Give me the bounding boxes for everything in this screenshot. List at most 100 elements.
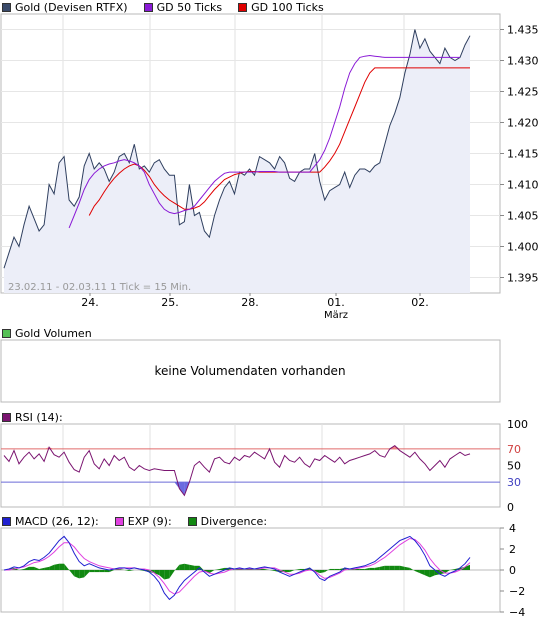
macd-ytick-label: −2 xyxy=(509,585,525,598)
macd-ytick-label: 4 xyxy=(509,522,516,535)
divergence-bar xyxy=(264,568,270,570)
rsi-plot-frame xyxy=(0,423,501,508)
rsi-ytick-label: 50 xyxy=(507,460,521,473)
legend-item-divergence: Divergence: xyxy=(187,514,268,528)
divergence-bar xyxy=(29,566,35,570)
main-info-text: 23.02.11 - 02.03.11 1 Tick = 15 Min. xyxy=(8,282,191,293)
divergence-bar xyxy=(419,570,425,576)
divergence-bar xyxy=(159,570,165,580)
divergence-bar xyxy=(84,570,90,578)
gd50-line xyxy=(68,54,460,229)
main-xtick-label: 02. xyxy=(411,296,429,309)
macd-ytick-label: −4 xyxy=(509,606,525,618)
legend-item-gd100: GD 100 Ticks xyxy=(238,1,324,14)
divergence-bar xyxy=(289,570,295,573)
main-xtick-sublabel: März xyxy=(324,310,348,321)
rsi-ytick-label: 0 xyxy=(507,501,514,514)
divergence-bar xyxy=(124,570,130,572)
rsi-overbought-fill xyxy=(44,447,50,449)
divergence-bar xyxy=(54,563,60,570)
divergence-bar xyxy=(49,564,55,570)
divergence-bar xyxy=(269,570,275,572)
macd-ytick-label: 2 xyxy=(509,543,516,556)
volume-legend: Gold Volumen xyxy=(2,326,92,340)
legend-swatch-volume xyxy=(2,328,11,338)
legend-swatch-rsi xyxy=(2,412,11,422)
main-ytick-label: 1.405 xyxy=(507,210,539,223)
divergence-bar xyxy=(414,570,420,574)
main-xtick-label: 28. xyxy=(241,296,259,309)
divergence-bar xyxy=(214,568,220,570)
legend-label-price: Gold (Devisen RTFX) xyxy=(15,0,128,14)
main-ytick-label: 1.410 xyxy=(507,179,539,192)
legend-swatch-exp xyxy=(114,516,124,526)
legend-item-macd: MACD (26, 12): xyxy=(2,515,99,528)
legend-swatch-price xyxy=(2,2,11,12)
divergence-bar xyxy=(404,566,410,570)
divergence-bar xyxy=(444,570,450,574)
rsi-ytick-label: 100 xyxy=(507,418,528,431)
divergence-bar xyxy=(364,567,370,570)
divergence-bar xyxy=(179,563,185,570)
divergence-bar xyxy=(429,570,435,578)
rsi-ytick-label: 30 xyxy=(507,476,521,489)
divergence-bar xyxy=(319,570,325,574)
main-ytick-label: 1.420 xyxy=(507,117,539,130)
divergence-bar xyxy=(34,566,40,570)
main-xtick-label: 25. xyxy=(161,296,179,309)
main-xtick-label: 24. xyxy=(81,296,99,309)
legend-item-exp: EXP (9): xyxy=(114,515,172,528)
divergence-bar xyxy=(374,566,380,570)
divergence-bar xyxy=(334,568,340,570)
divergence-bar xyxy=(209,570,215,574)
divergence-bar xyxy=(409,567,415,572)
legend-label-divergence: Divergence: xyxy=(200,514,268,528)
divergence-bar xyxy=(24,566,30,570)
divergence-bar xyxy=(59,563,65,570)
legend-item-volume: Gold Volumen xyxy=(2,327,92,340)
divergence-bar xyxy=(389,565,395,570)
divergence-bar xyxy=(169,570,175,579)
divergence-bar xyxy=(199,565,205,572)
main-ytick-label: 1.415 xyxy=(507,148,539,161)
legend-item-price: Gold (Devisen RTFX) xyxy=(2,1,128,14)
divergence-bar xyxy=(74,570,80,579)
rsi-ytick-label: 70 xyxy=(507,443,521,456)
rsi-legend: RSI (14): xyxy=(2,410,63,424)
legend-swatch-divergence xyxy=(187,516,197,526)
exp-line xyxy=(4,537,471,595)
divergence-bar xyxy=(174,564,180,572)
legend-item-gd50: GD 50 Ticks xyxy=(143,1,222,14)
divergence-bar xyxy=(394,565,400,570)
divergence-bar xyxy=(189,564,195,570)
legend-label-volume: Gold Volumen xyxy=(15,326,92,340)
macd-line xyxy=(3,535,471,601)
legend-swatch-macd xyxy=(2,516,11,526)
divergence-bar xyxy=(314,570,320,574)
rsi-line xyxy=(3,444,471,497)
price-line xyxy=(3,29,471,269)
main-ytick-label: 1.430 xyxy=(507,55,539,68)
main-ytick-label: 1.435 xyxy=(507,24,539,37)
divergence-bar xyxy=(294,568,300,570)
divergence-bar xyxy=(19,568,25,570)
main-legend: Gold (Devisen RTFX) GD 50 Ticks GD 100 T… xyxy=(2,0,324,14)
divergence-bar xyxy=(109,570,115,573)
legend-swatch-gd100 xyxy=(238,2,248,12)
legend-swatch-gd50 xyxy=(143,2,153,12)
divergence-bar xyxy=(164,570,170,580)
divergence-bar xyxy=(79,570,85,579)
legend-label-macd: MACD (26, 12): xyxy=(15,514,99,528)
macd-legend: MACD (26, 12): EXP (9): Divergence: xyxy=(2,514,267,528)
divergence-bar xyxy=(379,565,385,570)
divergence-bar xyxy=(89,570,95,573)
divergence-bar xyxy=(329,568,335,570)
legend-item-rsi: RSI (14): xyxy=(2,411,63,424)
divergence-bar xyxy=(69,570,75,577)
divergence-bar xyxy=(39,567,45,570)
divergence-bar xyxy=(129,570,135,572)
divergence-bar xyxy=(464,564,470,570)
main-ytick-label: 1.400 xyxy=(507,241,539,254)
divergence-bar xyxy=(94,570,100,573)
